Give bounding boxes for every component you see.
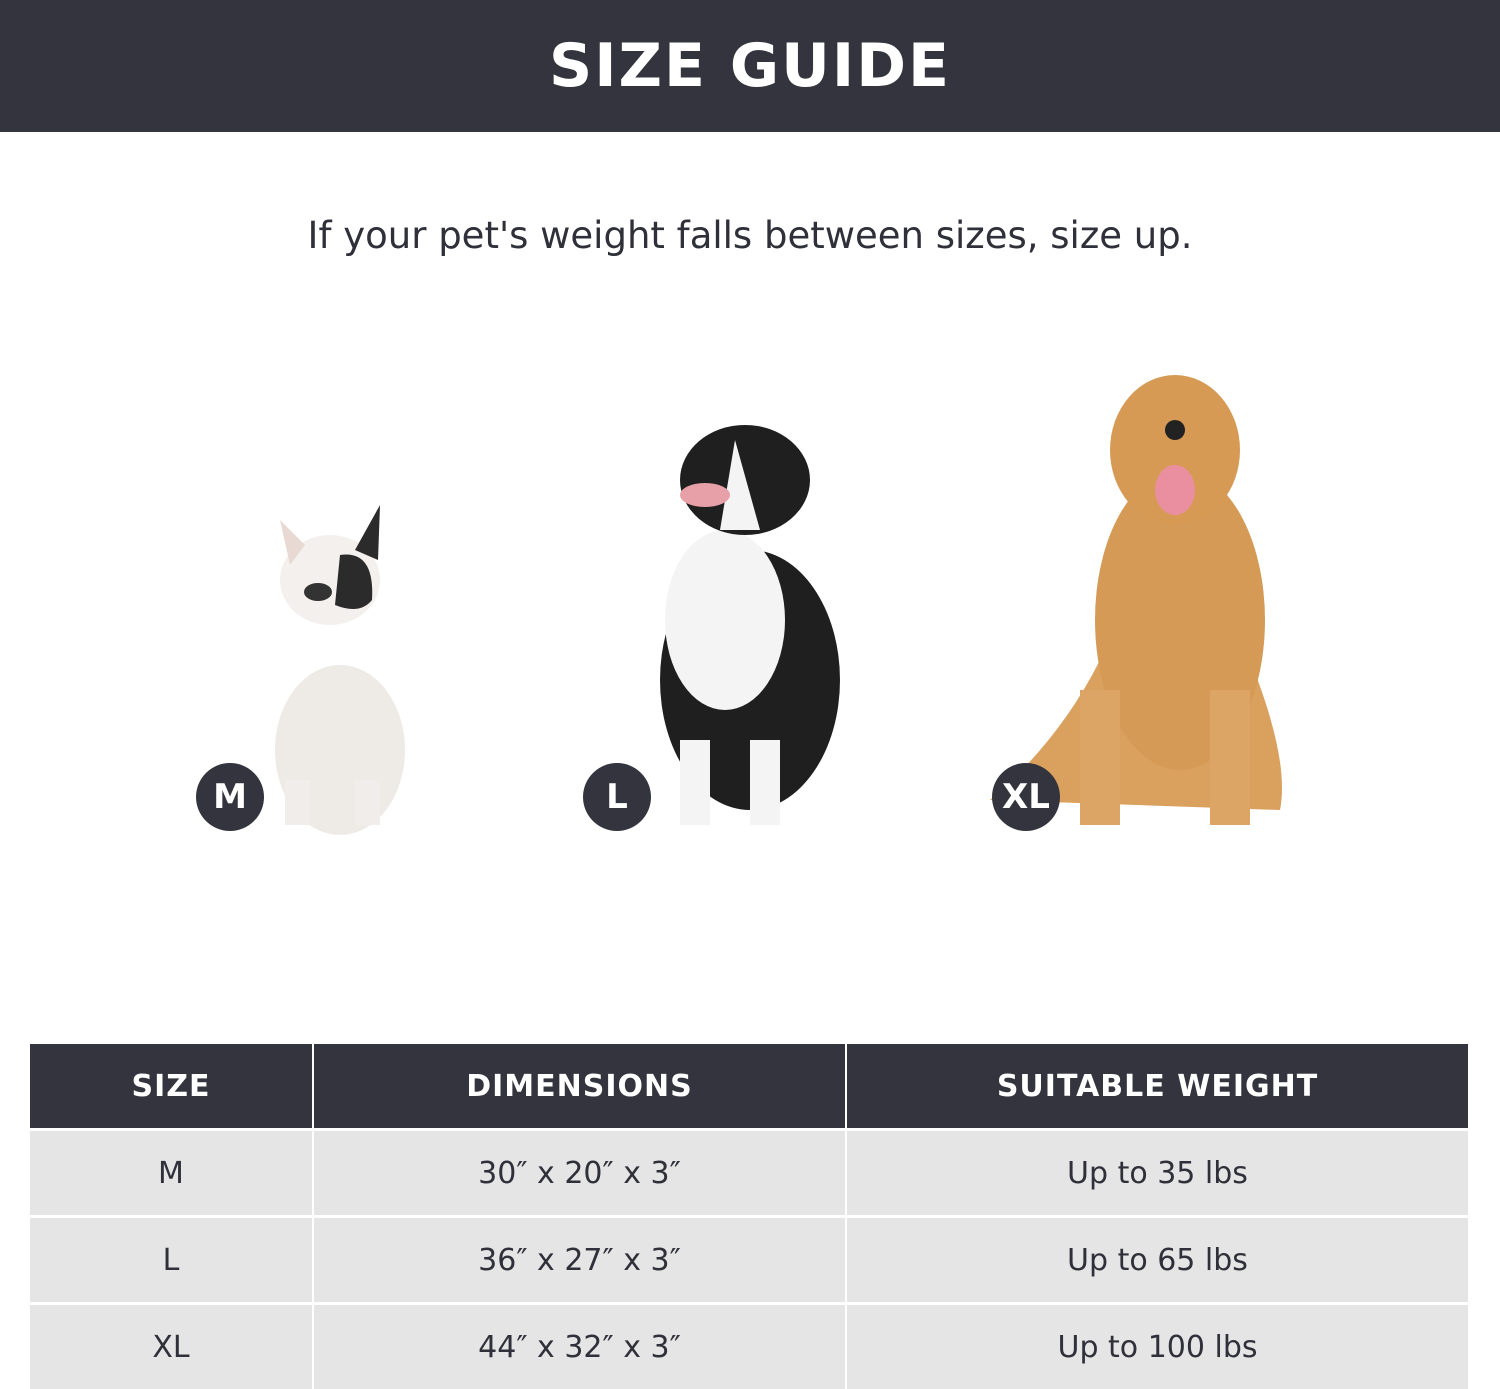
cell-dimensions: 44″ x 32″ x 3″ <box>313 1304 846 1389</box>
french-bulldog-image <box>275 505 405 835</box>
table-row: M 30″ x 20″ x 3″ Up to 35 lbs <box>30 1130 1468 1217</box>
header-suitable-weight: SUITABLE WEIGHT <box>846 1044 1468 1130</box>
cell-size: L <box>30 1217 313 1304</box>
cell-size: XL <box>30 1304 313 1389</box>
size-badge-l: L <box>583 763 651 831</box>
cell-size: M <box>30 1130 313 1217</box>
header-size: SIZE <box>30 1044 313 1130</box>
page-title: SIZE GUIDE <box>549 31 951 101</box>
header-dimensions: DIMENSIONS <box>313 1044 846 1130</box>
cell-dimensions: 30″ x 20″ x 3″ <box>313 1130 846 1217</box>
golden-retriever-image <box>990 375 1282 825</box>
cell-weight: Up to 65 lbs <box>846 1217 1468 1304</box>
border-collie-image <box>660 425 840 825</box>
size-badge-m: M <box>196 763 264 831</box>
table-row: XL 44″ x 32″ x 3″ Up to 100 lbs <box>30 1304 1468 1389</box>
size-table: SIZE DIMENSIONS SUITABLE WEIGHT M 30″ x … <box>30 1044 1468 1389</box>
size-badge-xl: XL <box>992 763 1060 831</box>
cell-dimensions: 36″ x 27″ x 3″ <box>313 1217 846 1304</box>
header-banner: SIZE GUIDE <box>0 0 1500 132</box>
cell-weight: Up to 100 lbs <box>846 1304 1468 1389</box>
table-header-row: SIZE DIMENSIONS SUITABLE WEIGHT <box>30 1044 1468 1130</box>
subtitle: If your pet's weight falls between sizes… <box>0 214 1500 257</box>
cell-weight: Up to 35 lbs <box>846 1130 1468 1217</box>
dog-illustrations: M L XL <box>0 360 1500 860</box>
table-row: L 36″ x 27″ x 3″ Up to 65 lbs <box>30 1217 1468 1304</box>
